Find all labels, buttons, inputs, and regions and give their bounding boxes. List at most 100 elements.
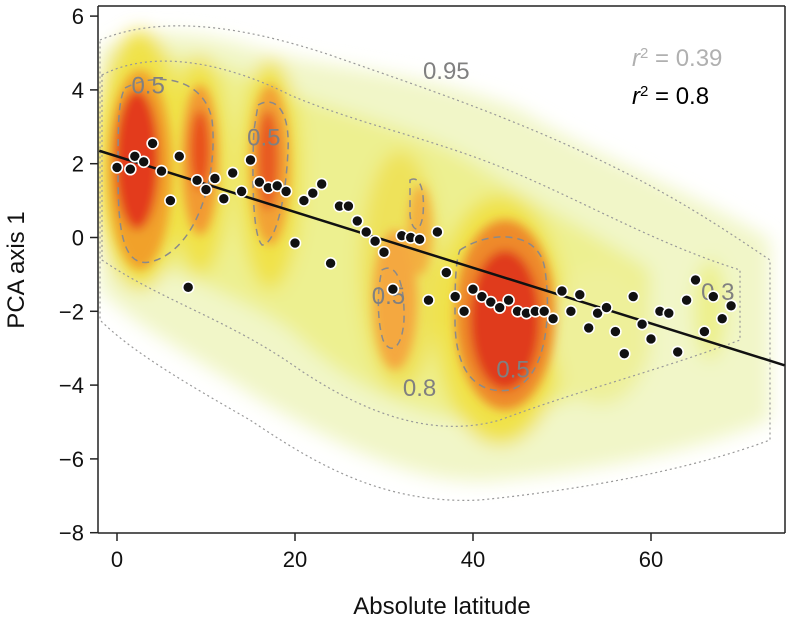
x-tick-label: 40 bbox=[461, 547, 485, 572]
data-point bbox=[137, 155, 150, 169]
contour-0.5-c bbox=[377, 267, 405, 349]
data-point bbox=[164, 194, 177, 207]
contour-labels: 0.950.50.50.50.50.80.3 bbox=[131, 58, 734, 402]
contour-label: 0.5 bbox=[247, 124, 280, 151]
data-point bbox=[431, 225, 444, 239]
x-tick-label: 0 bbox=[111, 547, 123, 572]
data-point bbox=[537, 304, 551, 318]
data-point bbox=[324, 257, 337, 270]
y-ticks: −8 −6 −4 −2 0 2 4 6 bbox=[59, 4, 98, 546]
data-point bbox=[582, 321, 596, 335]
data-point bbox=[386, 282, 400, 296]
data-point bbox=[502, 293, 515, 307]
data-point bbox=[270, 179, 284, 193]
contour-label: 0.5 bbox=[131, 73, 164, 100]
y-tick-label: −8 bbox=[59, 521, 84, 546]
data-point bbox=[635, 317, 649, 331]
axes bbox=[97, 5, 786, 534]
data-point bbox=[680, 293, 693, 307]
contour-label: 0.95 bbox=[423, 58, 470, 85]
r-squared-annotation-grey: r2 = 0.39 bbox=[632, 45, 722, 73]
density-red-blob-4 bbox=[470, 250, 540, 390]
contour-0.5-e bbox=[454, 236, 549, 392]
y-tick-label: 6 bbox=[72, 4, 84, 29]
density-orange-blob-4 bbox=[373, 230, 417, 370]
data-point bbox=[600, 301, 613, 314]
data-point bbox=[475, 290, 489, 303]
data-point bbox=[173, 150, 186, 163]
y-tick-label: −2 bbox=[59, 299, 84, 324]
data-point bbox=[368, 234, 382, 248]
contour-0.5-b bbox=[252, 101, 289, 246]
data-point bbox=[457, 304, 471, 318]
data-point bbox=[199, 183, 213, 196]
x-ticks: 0 20 40 60 bbox=[111, 533, 663, 572]
data-point bbox=[698, 325, 711, 338]
y-tick-label: 2 bbox=[72, 152, 84, 177]
data-point bbox=[110, 161, 124, 174]
data-point bbox=[342, 199, 355, 213]
y-tick-label: 0 bbox=[72, 226, 84, 251]
data-point bbox=[671, 345, 685, 359]
density-orange-blob-5 bbox=[408, 185, 432, 275]
data-point bbox=[279, 185, 293, 198]
data-point bbox=[190, 174, 204, 187]
y-axis-title: PCA axis 1 bbox=[3, 211, 30, 328]
data-point bbox=[448, 290, 462, 303]
contour-0.95 bbox=[99, 25, 771, 501]
data-point bbox=[288, 236, 302, 250]
data-point bbox=[377, 245, 391, 259]
data-point bbox=[128, 150, 142, 163]
y-tick-label: −4 bbox=[59, 373, 84, 398]
data-point bbox=[413, 233, 426, 246]
data-point bbox=[244, 153, 257, 167]
data-point bbox=[706, 290, 720, 303]
data-point bbox=[591, 306, 604, 320]
data-point bbox=[573, 288, 587, 301]
data-point bbox=[662, 306, 676, 320]
data-point bbox=[359, 225, 373, 239]
contour-label: 0.8 bbox=[403, 375, 436, 402]
density-red-blob-2 bbox=[190, 110, 210, 190]
data-point bbox=[422, 293, 435, 307]
data-point bbox=[124, 162, 137, 176]
data-point bbox=[217, 192, 231, 206]
contour-0.8 bbox=[101, 60, 741, 427]
data-point bbox=[306, 186, 320, 200]
data-point bbox=[253, 175, 266, 189]
data-point bbox=[208, 172, 222, 185]
data-point bbox=[689, 273, 702, 287]
data-point bbox=[626, 290, 640, 303]
data-point bbox=[555, 284, 569, 298]
data-point bbox=[181, 281, 195, 294]
data-point bbox=[484, 295, 498, 309]
data-point bbox=[715, 312, 729, 325]
data-point bbox=[724, 299, 738, 313]
x-axis-title: Absolute latitude bbox=[353, 593, 530, 619]
data-point bbox=[226, 166, 239, 180]
data-point bbox=[644, 332, 658, 346]
data-point bbox=[609, 325, 622, 338]
data-point bbox=[350, 214, 364, 228]
data-point bbox=[235, 185, 248, 198]
data-point bbox=[155, 164, 168, 178]
r-squared-annotation-black: r2 = 0.8 bbox=[632, 83, 709, 111]
contour-label: 0.5 bbox=[496, 357, 529, 384]
data-point bbox=[466, 282, 480, 296]
x-tick-label: 60 bbox=[639, 547, 663, 572]
y-tick-label: −6 bbox=[59, 447, 84, 472]
data-point bbox=[315, 177, 329, 191]
data-point bbox=[617, 347, 631, 361]
data-points bbox=[110, 137, 738, 361]
y-tick-label: 4 bbox=[72, 78, 84, 103]
data-point bbox=[297, 194, 311, 207]
regression-line bbox=[98, 149, 785, 367]
data-point bbox=[439, 266, 453, 279]
data-point bbox=[493, 301, 507, 314]
data-point bbox=[564, 304, 578, 318]
data-point bbox=[546, 312, 560, 325]
data-point bbox=[146, 137, 159, 150]
x-tick-label: 20 bbox=[283, 547, 307, 572]
contour-0.5-a bbox=[117, 78, 214, 264]
